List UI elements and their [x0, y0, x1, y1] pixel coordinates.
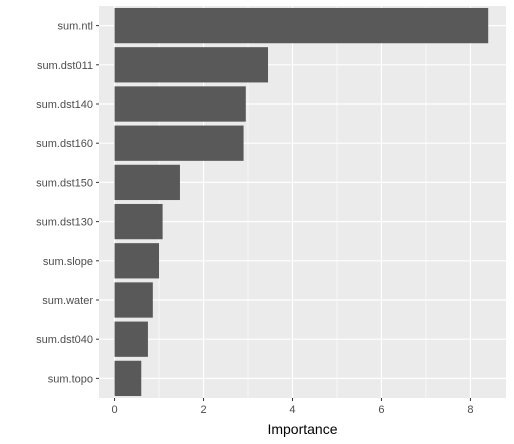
bar — [114, 243, 160, 279]
x-tick-label: 0 — [112, 404, 118, 416]
y-tick-label: sum.topo — [48, 373, 93, 385]
bars — [114, 7, 489, 397]
bar — [114, 86, 246, 122]
y-tick-label: sum.dst011 — [37, 60, 93, 72]
y-tick-label: sum.dst150 — [36, 177, 93, 189]
x-tick-label: 2 — [200, 404, 206, 416]
y-tick-label: sum.dst040 — [36, 334, 93, 346]
x-axis-title: Importance — [267, 421, 337, 437]
bar — [114, 203, 163, 240]
y-axis: sum.ntl sum.dst011 sum.dst140 sum.dst160 sum… — [36, 21, 99, 385]
bar — [114, 360, 142, 397]
x-tick-label: 6 — [378, 404, 384, 416]
bar — [114, 164, 180, 201]
y-tick-label: sum.dst130 — [36, 217, 93, 229]
bar — [114, 7, 489, 44]
y-tick-label: sum.ntl — [58, 21, 93, 33]
y-tick-label: sum.water — [42, 295, 93, 307]
bar — [114, 321, 148, 357]
x-axis: 0 2 4 6 8 — [112, 398, 473, 416]
bar — [114, 125, 244, 161]
y-tick-label: sum.dst140 — [36, 99, 93, 111]
bar — [114, 282, 153, 318]
bar — [114, 47, 269, 83]
y-tick-label: sum.slope — [43, 256, 93, 268]
x-tick-label: 4 — [289, 404, 295, 416]
y-tick-label: sum.dst160 — [36, 138, 93, 150]
x-tick-label: 8 — [467, 404, 473, 416]
